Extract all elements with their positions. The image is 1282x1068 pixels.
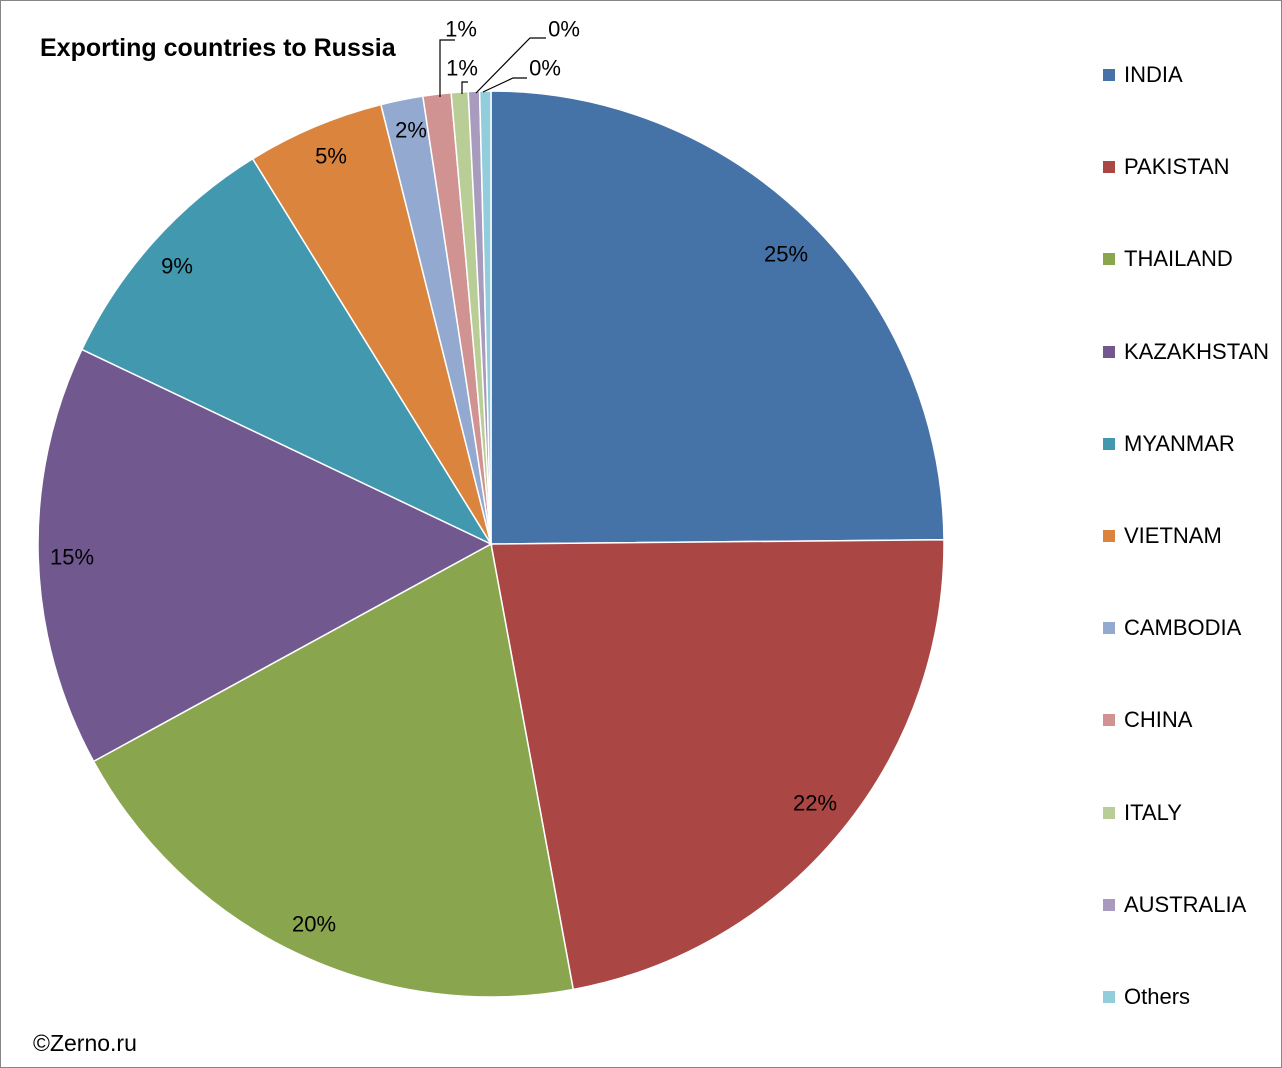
pie-slice-thailand [92, 542, 575, 998]
legend-swatch [1103, 345, 1115, 358]
legend-item-china: CHINA [1103, 705, 1192, 735]
legend-label: CAMBODIA [1124, 615, 1242, 641]
legend-swatch [1103, 991, 1115, 1003]
pie-slice-pakistan [490, 538, 945, 991]
legend-swatch [1103, 622, 1115, 635]
legend-item-myanmar: MYANMAR [1103, 429, 1235, 459]
pie-slice-kazakhstan [37, 348, 493, 763]
legend-item-vietnam: VIETNAM [1103, 521, 1222, 551]
legend-label: ITALY [1124, 799, 1182, 825]
credit-text: ©Zerno.ru [33, 1030, 137, 1056]
legend-label: INDIA [1124, 62, 1183, 87]
data-label-china: 1% [445, 17, 477, 42]
data-label-cambodia: 2% [395, 118, 427, 143]
leader-line-others [482, 77, 527, 93]
legend-swatch [1103, 806, 1115, 819]
legend-item-kazakhstan: KAZAKHSTAN [1103, 337, 1269, 367]
legend-swatch [1103, 69, 1115, 81]
data-label-italy: 1% [446, 56, 478, 81]
legend-item-others: Others [1103, 982, 1190, 1012]
legend-item-italy: ITALY [1103, 798, 1182, 828]
legend-label: VIETNAM [1124, 523, 1222, 548]
legend-label: THAILAND [1124, 246, 1233, 272]
data-label-thailand: 20% [292, 912, 336, 937]
pie-slice-india [490, 90, 945, 545]
data-label-pakistan: 22% [793, 791, 837, 816]
legend-swatch [1103, 253, 1115, 266]
data-label-kazakhstan: 15% [50, 545, 94, 570]
legend-swatch [1103, 437, 1115, 450]
legend-label: AUSTRALIA [1124, 891, 1247, 917]
legend-swatch [1103, 161, 1115, 174]
data-label-vietnam: 5% [315, 144, 347, 169]
chart-title: Exporting countries to Russia [40, 34, 396, 62]
leader-line-italy [461, 81, 468, 94]
legend-item-australia: AUSTRALIA [1103, 890, 1246, 920]
legend-label: PAKISTAN [1124, 154, 1230, 180]
legend-label: Others [1124, 984, 1191, 1009]
legend-label: KAZAKHSTAN [1124, 338, 1270, 364]
legend-item-pakistan: PAKISTAN [1103, 152, 1230, 182]
leader-line-australia [475, 37, 546, 94]
leader-line-china [439, 39, 455, 97]
legend-label: CHINA [1124, 707, 1193, 733]
data-label-australia: 0% [548, 17, 580, 42]
legend-label: MYANMAR [1124, 430, 1235, 456]
data-label-myanmar: 9% [161, 254, 193, 279]
data-label-india: 25% [764, 242, 808, 267]
legend-item-thailand: THAILAND [1103, 244, 1233, 274]
legend-swatch [1103, 898, 1115, 911]
data-label-others: 0% [529, 56, 561, 81]
pie-slice-myanmar [80, 157, 493, 546]
legend-swatch [1103, 530, 1115, 542]
legend-item-india: INDIA [1103, 60, 1183, 90]
legend-swatch [1103, 714, 1115, 727]
legend-item-cambodia: CAMBODIA [1103, 613, 1241, 643]
